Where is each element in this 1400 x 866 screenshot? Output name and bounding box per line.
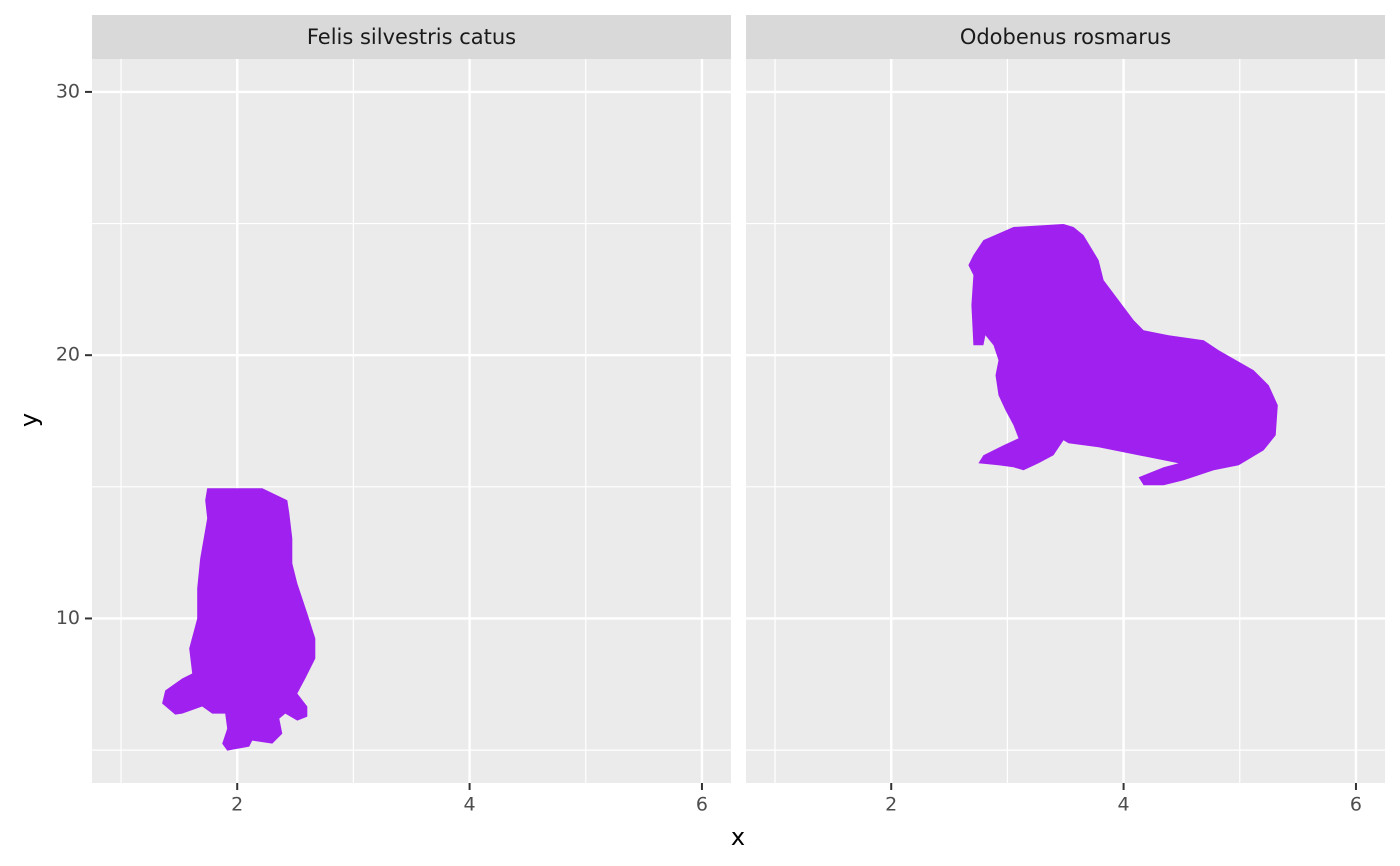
y-tick-label: 10 (56, 607, 80, 629)
silhouette (968, 224, 1278, 486)
strip (746, 15, 1385, 59)
y-axis-title: y (15, 413, 43, 427)
strip (92, 15, 731, 59)
strip-label: Odobenus rosmarus (960, 25, 1171, 49)
silhouette (162, 488, 316, 751)
strip-label: Felis silvestris catus (307, 25, 516, 49)
panel-background (92, 59, 731, 783)
y-tick-label: 30 (56, 80, 80, 102)
x-tick-label: 4 (464, 794, 476, 816)
x-tick-label: 2 (885, 794, 897, 816)
x-axis-title: x (731, 823, 745, 851)
y-tick-label: 20 (56, 344, 80, 366)
x-tick-label: 6 (696, 794, 708, 816)
x-tick-label: 2 (231, 794, 243, 816)
x-tick-label: 4 (1118, 794, 1130, 816)
x-tick-label: 6 (1350, 794, 1362, 816)
